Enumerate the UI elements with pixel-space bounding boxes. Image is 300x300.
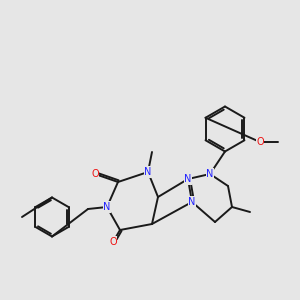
Text: N: N [188, 197, 196, 207]
Text: O: O [91, 169, 99, 179]
Text: N: N [144, 167, 152, 177]
Text: O: O [109, 237, 117, 247]
Text: N: N [103, 202, 111, 212]
Text: O: O [256, 137, 264, 147]
Text: N: N [184, 174, 192, 184]
Text: N: N [206, 169, 214, 179]
